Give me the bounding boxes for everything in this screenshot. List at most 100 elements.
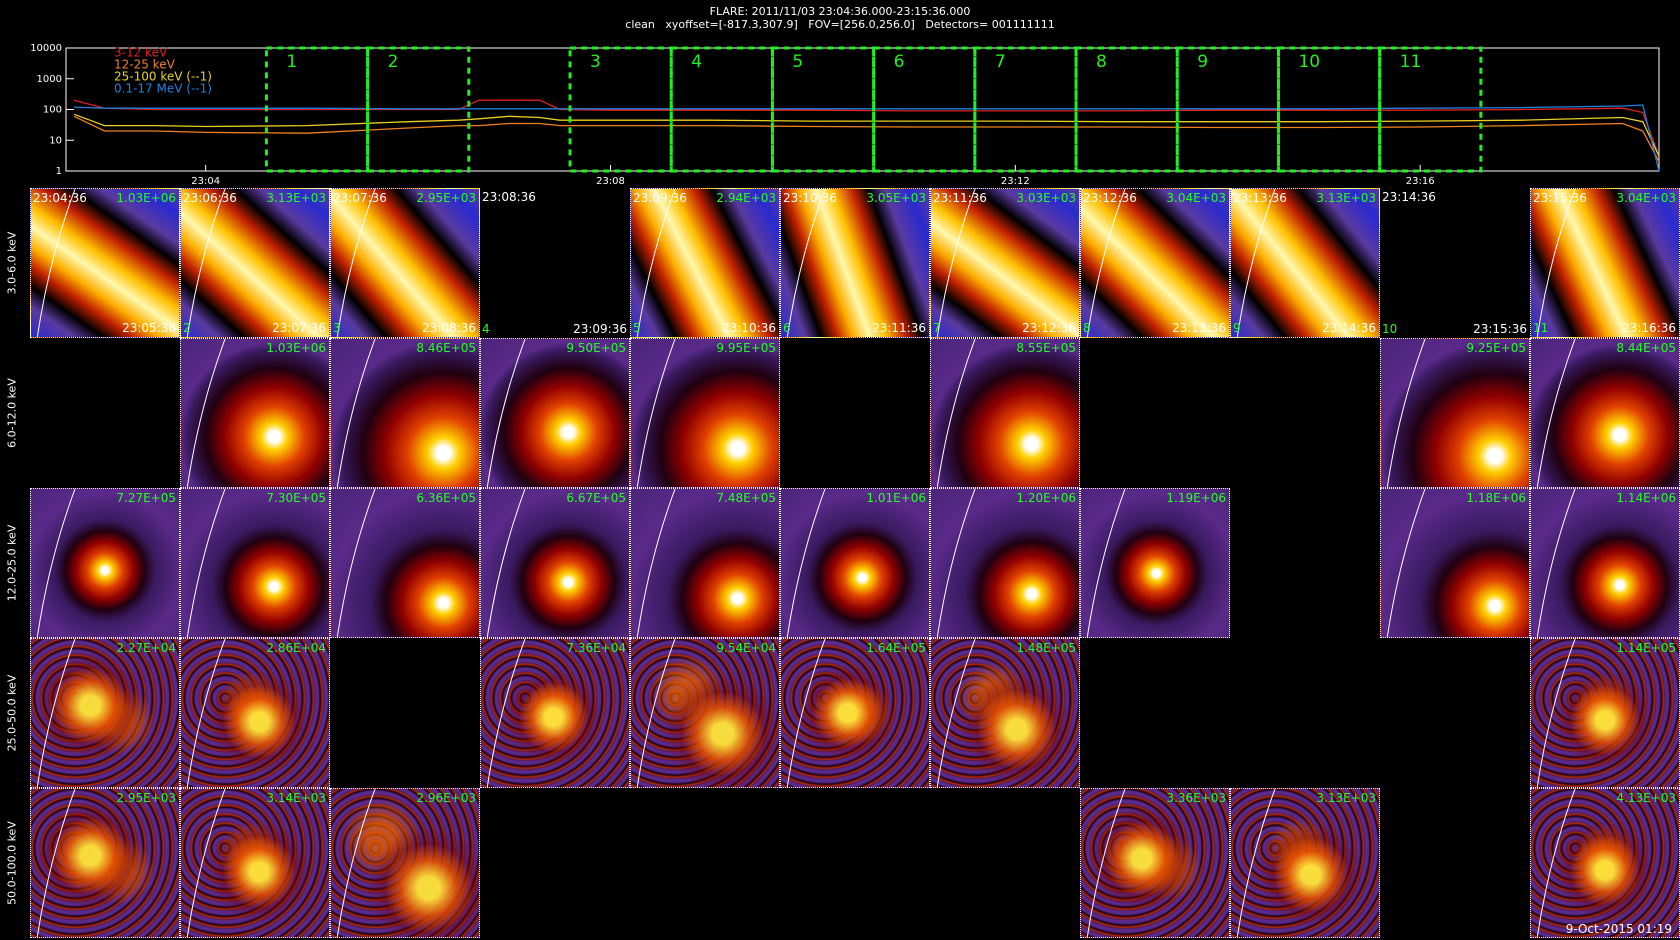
limb-arc — [186, 489, 226, 637]
peak-value: 1.20E+06 — [1016, 491, 1076, 505]
limb-arc — [936, 339, 976, 487]
peak-value: 4.13E+03 — [1616, 791, 1676, 805]
panel-number: 10 — [1382, 322, 1398, 336]
series-line — [74, 104, 1660, 172]
panel-number: 3 — [333, 321, 341, 335]
start-time: 23:10:36 — [783, 191, 837, 205]
peak-value: 3.13E+03 — [1316, 791, 1376, 805]
end-time: 23:05:36 — [122, 321, 176, 335]
start-time: 23:15:36 — [1533, 191, 1587, 205]
interval-box — [669, 46, 774, 173]
peak-value: 3.13E+03 — [1316, 191, 1376, 205]
peak-value: 7.30E+05 — [266, 491, 326, 505]
image-panel: 7.30E+05 — [180, 488, 330, 638]
image-panel: 1.14E+06 — [1530, 488, 1680, 638]
start-time: 23:11:36 — [933, 191, 987, 205]
peak-value: 1.03E+06 — [116, 191, 176, 205]
row-label: 12.0-25.0 keV — [0, 488, 24, 638]
y-tick-label: 10 — [49, 135, 62, 146]
image-panel: 1.18E+06 — [1380, 488, 1530, 638]
peak-value: 3.36E+03 — [1166, 791, 1226, 805]
panel-number: 4 — [482, 322, 490, 336]
peak-value: 2.94E+03 — [716, 191, 776, 205]
end-time: 23:15:36 — [1473, 322, 1527, 336]
image-panel: 7.48E+05 — [630, 488, 780, 638]
interval-label: 2 — [388, 52, 399, 72]
interval-label: 8 — [1096, 52, 1107, 72]
peak-value: 3.03E+03 — [1016, 191, 1076, 205]
limb-arc — [486, 639, 526, 787]
peak-value: 8.44E+05 — [1616, 341, 1676, 355]
legend-entry: 3-12 keV — [114, 46, 168, 60]
panel-number: 11 — [1533, 321, 1549, 335]
interval-box — [770, 46, 876, 173]
image-panel: 2.95E+03 23:07:36 23:08:36 3 — [330, 188, 480, 338]
peak-value: 9.25E+05 — [1466, 341, 1526, 355]
image-panel: 6.36E+05 — [330, 488, 480, 638]
peak-value: 1.03E+06 — [266, 341, 326, 355]
image-panel: 1.14E+05 — [1530, 638, 1680, 788]
interval-label: 7 — [995, 52, 1006, 72]
limb-arc — [786, 489, 826, 637]
interval-label: 6 — [894, 52, 905, 72]
peak-value: 9.54E+04 — [716, 641, 776, 655]
image-panel: 3.14E+03 — [180, 788, 330, 938]
image-panel: 3.04E+03 23:12:36 23:13:36 8 — [1080, 188, 1230, 338]
peak-value: 9.50E+05 — [566, 341, 626, 355]
limb-arc — [36, 489, 76, 637]
limb-arc — [336, 189, 376, 337]
interval-box — [264, 46, 370, 173]
limb-arc — [486, 489, 526, 637]
peak-value: 7.48E+05 — [716, 491, 776, 505]
limb-arc — [36, 189, 76, 337]
interval-label: 4 — [691, 52, 702, 72]
empty-panel: 23:08:36 23:09:36 4 — [480, 188, 630, 338]
limb-arc — [1236, 189, 1276, 337]
interval-box — [872, 46, 977, 173]
limb-arc — [36, 639, 76, 787]
x-tick-label: 23:04 — [191, 176, 220, 187]
image-panel: 1.03E+06 23:04:36 23:05:36 — [30, 188, 180, 338]
empty-panel: 23:14:36 23:15:36 10 — [1380, 188, 1530, 338]
peak-value: 3.05E+03 — [866, 191, 926, 205]
limb-arc — [1386, 489, 1426, 637]
limb-arc — [1536, 489, 1576, 637]
panel-number: 7 — [933, 321, 941, 335]
image-panel: 2.27E+04 — [30, 638, 180, 788]
start-time: 23:12:36 — [1083, 191, 1137, 205]
end-time: 23:12:36 — [1022, 321, 1076, 335]
peak-value: 8.55E+05 — [1016, 341, 1076, 355]
legend-entry: 0.1-17 MeV (--1) — [114, 82, 212, 96]
image-panel: 1.19E+06 — [1080, 488, 1230, 638]
end-time: 23:10:36 — [722, 321, 776, 335]
peak-value: 2.86E+04 — [266, 641, 326, 655]
limb-arc — [636, 639, 676, 787]
title: FLARE: 2011/11/03 23:04:36.000-23:15:36.… — [710, 5, 971, 18]
start-time: 23:13:36 — [1233, 191, 1287, 205]
panel-number: 6 — [783, 321, 791, 335]
limb-arc — [1236, 789, 1276, 937]
end-time: 23:08:36 — [422, 321, 476, 335]
limb-arc — [186, 339, 226, 487]
image-panel: 1.01E+06 — [780, 488, 930, 638]
interval-label: 1 — [286, 52, 297, 72]
start-time: 23:08:36 — [482, 190, 536, 204]
peak-value: 1.19E+06 — [1166, 491, 1226, 505]
image-panel: 8.55E+05 — [930, 338, 1080, 488]
end-time: 23:13:36 — [1172, 321, 1226, 335]
image-panel: 3.05E+03 23:10:36 23:11:36 6 — [780, 188, 930, 338]
peak-value: 6.36E+05 — [416, 491, 476, 505]
limb-arc — [1536, 639, 1576, 787]
peak-value: 3.04E+03 — [1616, 191, 1676, 205]
limb-arc — [786, 639, 826, 787]
image-panel: 1.20E+06 — [930, 488, 1080, 638]
x-tick-label: 23:16 — [1406, 176, 1435, 187]
image-panel: 7.36E+04 — [480, 638, 630, 788]
y-tick-label: 1 — [56, 166, 62, 177]
limb-arc — [1086, 189, 1126, 337]
series-line — [73, 99, 1660, 157]
peak-value: 3.04E+03 — [1166, 191, 1226, 205]
interval-label: 10 — [1298, 52, 1320, 72]
interval-label: 11 — [1400, 52, 1422, 72]
end-time: 23:07:36 — [272, 321, 326, 335]
